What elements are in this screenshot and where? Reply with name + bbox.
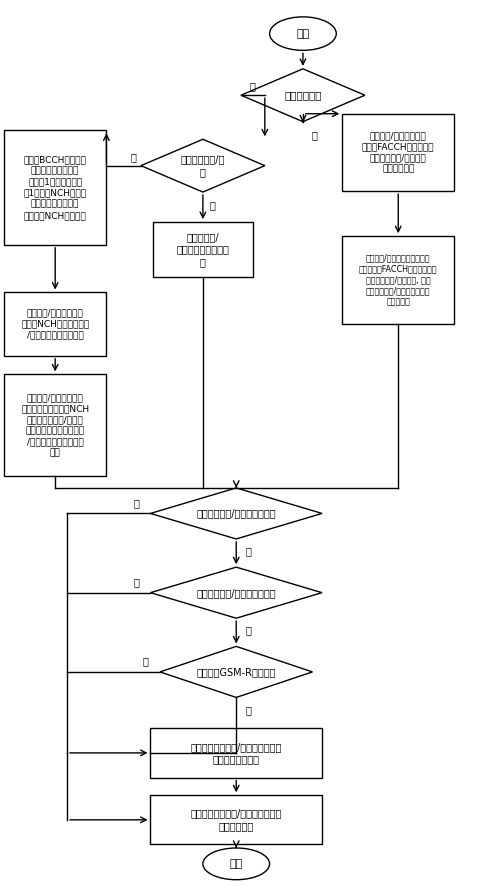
Text: 若有组呼/广播的信息发生更改
，终端解码FACCH信道的通知消
息，获得组呼/广播信息, 对终
端保存的组呼/广播的信息进行
比较和更新: 若有组呼/广播的信息发生更改 ，终端解码FACCH信道的通知消 息，获得组呼/广… (359, 253, 438, 307)
Text: 否: 否 (131, 152, 137, 162)
Text: 否: 否 (245, 704, 251, 715)
Text: 终端对BCCH信道的消
息进行解码，获得系
统消息1，并从系统消
息1中获得NCH信道的
配置参数，根据配置
参数启动NCH信道监听: 终端对BCCH信道的消 息进行解码，获得系 统消息1，并从系统消 息1中获得NC… (24, 155, 87, 220)
Text: 否: 否 (250, 82, 256, 91)
Text: 将对应组呼/
广播的信息保存在终
端: 将对应组呼/ 广播的信息保存在终 端 (176, 232, 229, 267)
Text: 用户离开组呼/广播对应的区域: 用户离开组呼/广播对应的区域 (197, 587, 276, 598)
Text: 向正在进行的组呼/广播列表中删除
该呼叫及相关信息: 向正在进行的组呼/广播列表中删除 该呼叫及相关信息 (190, 742, 282, 764)
Text: 终端建立组呼/广
播: 终端建立组呼/广 播 (181, 154, 225, 177)
Text: 用户离开组呼/广播对应的区域: 用户离开组呼/广播对应的区域 (197, 509, 276, 518)
Text: 若有组呼/广播建立，终
端监听NCH信道并将组呼
/广播的信息保存在终端: 若有组呼/广播建立，终 端监听NCH信道并将组呼 /广播的信息保存在终端 (21, 308, 89, 339)
Text: 若有组呼/广播建立，终
端解码FACCH信道的通知
消息并将组呼/广播的信
息保存在终端: 若有组呼/广播建立，终 端解码FACCH信道的通知 消息并将组呼/广播的信 息保… (362, 131, 434, 174)
Text: 否: 否 (245, 547, 251, 556)
Text: 若有组呼/广播的信息发
生更改，终端从监听NCH
信道获得的组呼/广播的
信息，对终端保存的组呼
/广播的信息进行比较和
更新: 若有组呼/广播的信息发 生更改，终端从监听NCH 信道获得的组呼/广播的 信息，… (21, 393, 89, 458)
Text: 开始: 开始 (296, 28, 309, 39)
Text: 终端在通话中: 终端在通话中 (284, 90, 321, 100)
Text: 将正在进行的组呼/广播信息在待机
界面滚动显示: 将正在进行的组呼/广播信息在待机 界面滚动显示 (190, 809, 282, 831)
Text: 是: 是 (133, 577, 139, 587)
Text: 是: 是 (133, 498, 139, 508)
Text: 用户离开GSM-R网络环境: 用户离开GSM-R网络环境 (197, 667, 276, 677)
Text: 是: 是 (312, 130, 318, 140)
Text: 结束: 结束 (229, 859, 243, 869)
Text: 是: 是 (210, 200, 215, 210)
Text: 是: 是 (143, 657, 148, 666)
Text: 否: 否 (245, 626, 251, 635)
